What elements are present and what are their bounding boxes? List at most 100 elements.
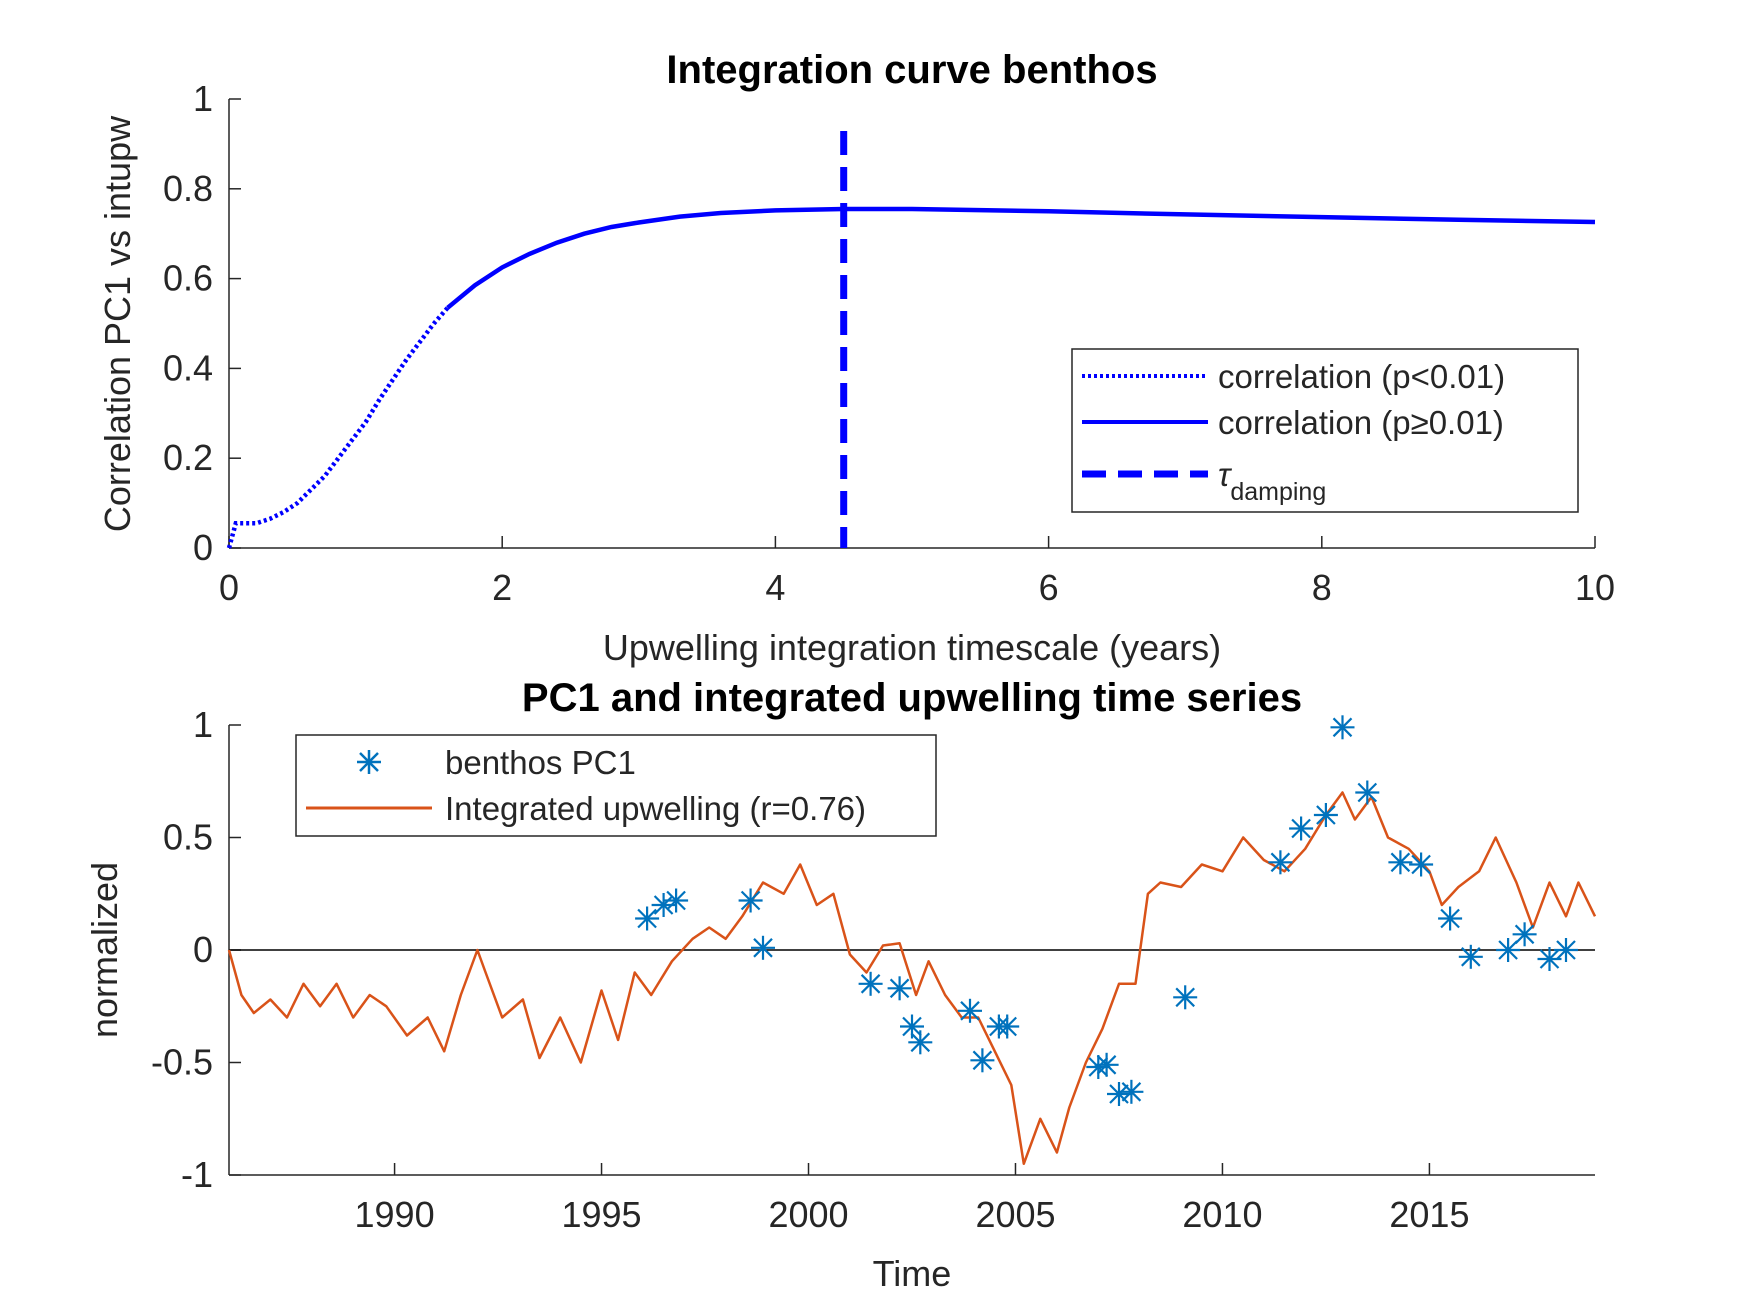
top-chart-title: Integration curve benthos: [666, 48, 1157, 92]
benthos-pc1-point: [1388, 850, 1413, 875]
asterisk-stroke: [637, 908, 657, 929]
benthos-pc1-point: [651, 893, 676, 917]
asterisk-stroke: [960, 1001, 980, 1021]
bottom-y-tick-label: 1: [193, 704, 213, 745]
benthos-pc1-point: [887, 976, 912, 1001]
asterisk-stroke: [1461, 947, 1481, 967]
bottom-x-tick-label: 2005: [975, 1194, 1055, 1235]
bottom-y-tick-label: -0.5: [151, 1042, 213, 1083]
asterisk-stroke: [1498, 940, 1518, 960]
benthos-pc1-point: [635, 906, 660, 931]
asterisk-stroke: [1411, 854, 1431, 875]
legend-label-upwelling: Integrated upwelling (r=0.76): [445, 790, 866, 827]
asterisk-stroke: [860, 974, 881, 994]
asterisk-stroke: [1440, 908, 1460, 929]
top-x-tick-label: 2: [492, 567, 512, 608]
top-y-tick-label: 0.8: [163, 168, 213, 209]
top-y-tick-label: 0.4: [163, 347, 213, 388]
top-legend: correlation (p<0.01) correlation (p≥0.01…: [1071, 348, 1579, 513]
benthos-pc1-point: [958, 998, 982, 1023]
benthos-pc1-point: [1355, 780, 1380, 805]
asterisk-stroke: [1332, 717, 1353, 738]
benthos-pc1-point: [1107, 1082, 1131, 1106]
top-y-tick-label: 1: [193, 78, 213, 119]
asterisk-stroke: [997, 1016, 1017, 1037]
benthos-pc1-point: [1438, 906, 1463, 931]
top-y-tick-label: 0: [193, 527, 213, 568]
benthos-pc1-point: [1458, 944, 1483, 969]
asterisk-stroke: [653, 895, 674, 915]
top-x-tick-label: 6: [1039, 567, 1059, 608]
asterisk-stroke: [740, 890, 761, 911]
bottom-y-axis-label: normalized: [84, 862, 125, 1038]
asterisk-stroke: [902, 1016, 922, 1037]
benthos-pc1-point: [664, 888, 689, 913]
asterisk-stroke: [666, 890, 686, 911]
benthos-pc1-point: [995, 1014, 1020, 1039]
top-y-tick-label: 0.6: [163, 258, 213, 299]
bottom-ticks: 1990 1995 2000 2005 2010 2015 -1 -0.5 0 0.5 1: [151, 704, 1470, 1235]
top-y-tick-label: 0.2: [163, 437, 213, 478]
benthos-pc1-point: [1554, 938, 1578, 962]
correlation-panel: Integration curve benthos 0 2 4 6 8 10 0 0.2 0.4…: [97, 48, 1615, 668]
top-x-tick-label: 4: [765, 567, 785, 608]
benthos-pc1-point: [1496, 938, 1521, 962]
benthos-pc1-point: [1268, 850, 1293, 875]
benthos-pc1-point: [1330, 715, 1355, 740]
asterisk-stroke: [1357, 782, 1378, 803]
asterisk-stroke: [1109, 1084, 1129, 1104]
benthos-pc1-point: [900, 1014, 924, 1039]
benthos-pc1-point: [1173, 985, 1198, 1010]
bottom-legend-box: [295, 734, 937, 837]
benthos-pc1-point: [1409, 852, 1434, 877]
bottom-chart-title: PC1 and integrated upwelling time series: [522, 676, 1302, 720]
legend-label-tau-damping: τdamping: [1218, 456, 1326, 506]
bottom-y-tick-label: 0: [193, 929, 213, 970]
top-y-axis-label: Correlation PC1 vs intupw: [97, 115, 138, 532]
asterisk-stroke: [753, 938, 773, 958]
asterisk-stroke: [1556, 940, 1576, 960]
benthos-pc1-point: [1313, 803, 1338, 827]
bottom-y-tick-label: -1: [181, 1154, 213, 1195]
bottom-x-tick-label: 2000: [768, 1194, 848, 1235]
correlation-significant-line: [226, 306, 450, 549]
bottom-x-tick-label: 1990: [355, 1194, 435, 1235]
top-plot-area: [226, 131, 1596, 549]
bottom-plot-area: [227, 715, 1597, 1166]
asterisk-stroke: [1121, 1082, 1142, 1102]
legend-label-significant: correlation (p<0.01): [1218, 358, 1505, 395]
legend-swatch-asterisk: [357, 750, 381, 774]
asterisk-stroke: [1514, 924, 1535, 945]
bottom-x-tick-label: 2010: [1182, 1194, 1262, 1235]
asterisk-stroke: [910, 1032, 931, 1053]
bottom-x-axis-label: Time: [873, 1253, 952, 1294]
integrated-upwelling-line: [227, 791, 1597, 1166]
asterisk-stroke: [1096, 1055, 1117, 1075]
asterisk-stroke: [1291, 818, 1311, 839]
top-x-axis-label: Upwelling integration timescale (years): [603, 627, 1221, 668]
asterisk-stroke: [1270, 852, 1291, 873]
benthos-pc1-point: [751, 935, 775, 960]
top-x-tick-label: 10: [1575, 567, 1615, 608]
legend-tau-subscript: damping: [1230, 478, 1326, 506]
benthos-pc1-point: [858, 971, 883, 996]
benthos-pc1-point: [970, 1048, 995, 1073]
legend-label-not-significant: correlation (p≥0.01): [1218, 404, 1504, 441]
benthos-pc1-point: [1119, 1079, 1144, 1104]
benthos-pc1-point: [738, 888, 763, 913]
benthos-pc1-point: [908, 1030, 933, 1055]
top-ticks: 0 2 4 6 8 10 0 0.2 0.4 0.6 0.8 1: [163, 78, 1615, 608]
asterisk-stroke: [889, 978, 910, 999]
bottom-x-tick-label: 2015: [1389, 1194, 1469, 1235]
top-x-tick-label: 8: [1312, 567, 1332, 608]
top-axes: [228, 99, 1595, 549]
asterisk-stroke: [1539, 949, 1560, 969]
asterisk-stroke: [972, 1050, 993, 1071]
bottom-legend: benthos PC1 Integrated upwelling (r=0.76…: [295, 734, 937, 837]
legend-label-benthos: benthos PC1: [445, 744, 636, 781]
benthos-pc1-point: [1512, 922, 1537, 947]
bottom-x-tick-label: 1995: [561, 1194, 641, 1235]
asterisk-stroke: [1390, 852, 1411, 873]
timeseries-panel: PC1 and integrated upwelling time series…: [84, 676, 1597, 1294]
